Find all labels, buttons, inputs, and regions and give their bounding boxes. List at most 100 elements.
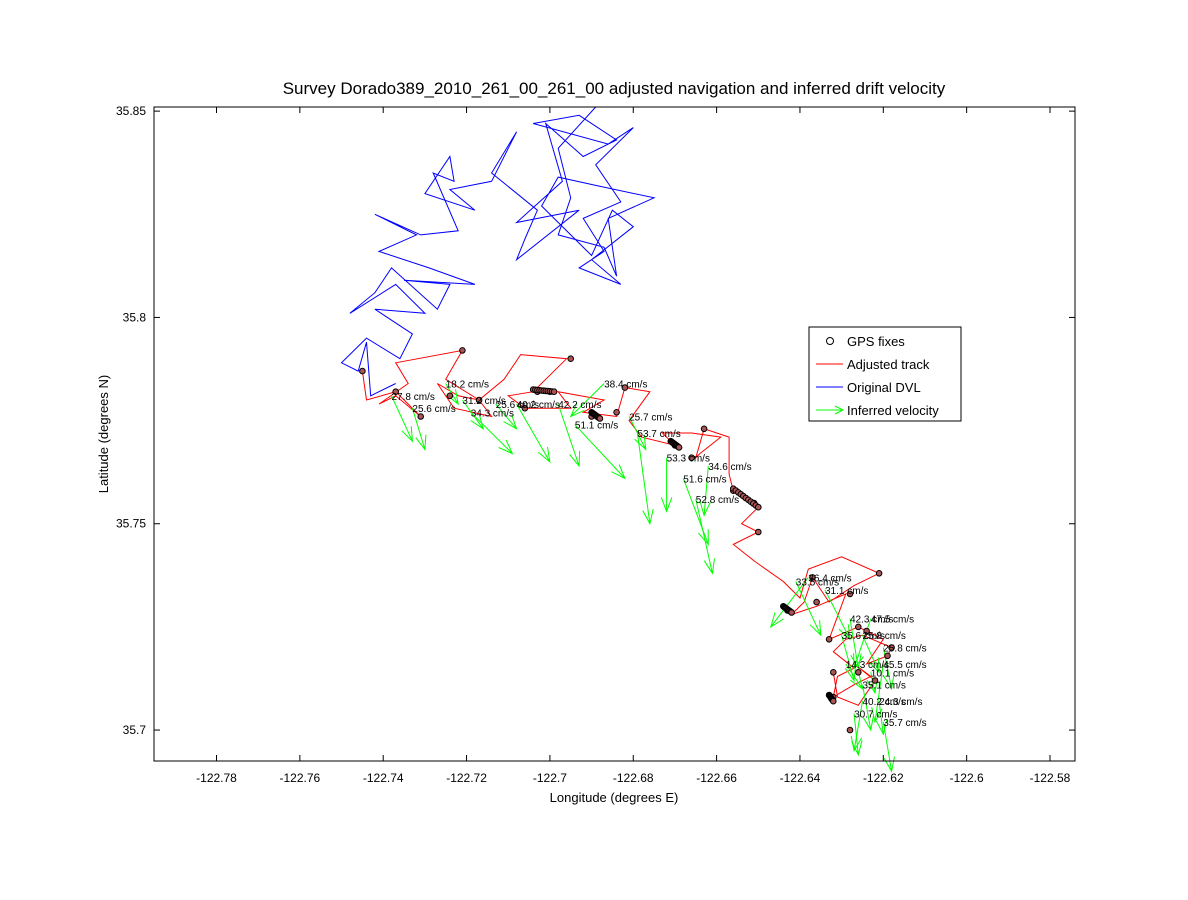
velocity-arrow	[795, 581, 822, 637]
x-tick-label: -122.64	[780, 771, 821, 785]
velocity-arrow	[699, 465, 711, 517]
series-layer	[340, 106, 893, 706]
gps-fix-marker	[875, 570, 883, 577]
velocity-arrow	[851, 713, 863, 757]
y-tick-label: 35.75	[116, 517, 146, 531]
velocity-label: 52.8 cm/s	[696, 495, 739, 506]
y-tick-label: 35.7	[123, 723, 147, 737]
velocity-arrow	[875, 701, 888, 736]
gps-fix-marker	[846, 726, 854, 734]
velocity-arrow	[850, 701, 863, 753]
x-tick-label: -122.74	[363, 771, 404, 785]
velocity-arrow	[660, 457, 673, 513]
plot-area: 27.8 cm/s25.6 cm/s18.2 cm/s31.2 cm/s34.3…	[116, 104, 1076, 785]
velocity-arrow	[862, 634, 880, 674]
x-tick-label: -122.72	[446, 771, 487, 785]
gps-fix-marker	[700, 425, 708, 433]
velocity-label: 51.6 cm/s	[683, 474, 726, 485]
velocity-label: 53.7 cm/s	[637, 429, 680, 440]
velocity-arrow	[569, 383, 605, 418]
velocity-label: 35.6 cm/s	[842, 631, 885, 642]
gps-fix-marker	[755, 503, 762, 511]
velocity-label: 25.6 cm/s	[412, 404, 455, 415]
gps-fix-marker	[417, 413, 425, 420]
original-dvl-line	[340, 106, 656, 397]
gps-fix-marker	[550, 388, 558, 396]
legend-velocity-label: Inferred velocity	[847, 403, 939, 418]
velocity-label: 25.8 cm/s	[863, 631, 906, 642]
x-tick-label: -122.68	[613, 771, 654, 785]
x-axis-label: Longitude (degrees E)	[550, 790, 679, 805]
x-tick-label: -122.78	[196, 771, 237, 785]
gps-fix-marker	[830, 669, 837, 676]
gps-fix-marker	[855, 623, 862, 631]
gps-fix-marker	[359, 367, 366, 375]
y-axis-label: Latitude (degrees N)	[96, 375, 111, 494]
velocity-arrow	[853, 618, 872, 670]
velocity-label: 35.1 cm/s	[863, 681, 906, 692]
velocity-arrow	[871, 663, 884, 724]
gps-fix-marker	[392, 388, 400, 396]
gps-fix-marker	[475, 396, 483, 404]
velocity-label: 14.3 cm/s	[846, 660, 889, 671]
velocity-label: 31.2 cm/s	[462, 396, 505, 407]
velocity-label: 42.2 cm/s	[558, 400, 601, 411]
velocity-label: 51.1 cm/s	[575, 421, 618, 432]
legend: GPS fixes Adjusted track Original DVL In…	[808, 326, 962, 422]
velocity-label: 25.7 cm/s	[629, 413, 672, 424]
velocity-arrow	[557, 403, 581, 468]
velocity-arrow	[682, 478, 709, 546]
velocity-label: 42.3 cm/s	[850, 615, 893, 626]
gps-fix-marker	[521, 404, 529, 412]
gps-fix-marker	[675, 444, 683, 451]
gps-fix-marker	[884, 652, 891, 660]
gps-fix-marker	[596, 415, 604, 422]
ticks-layer: -122.78 -122.76 -122.74 -122.72 -122.7 -122.6…	[116, 104, 1075, 785]
velocity-arrow	[574, 424, 626, 480]
velocity-label: 24.3 cm/s	[879, 697, 922, 708]
legend-adjusted-label: Adjusted track	[847, 357, 930, 372]
velocity-arrow	[391, 395, 413, 443]
gps-fix-marker	[825, 636, 833, 643]
x-tick-label: -122.58	[1030, 771, 1071, 785]
velocity-labels-layer: 27.8 cm/s25.6 cm/s18.2 cm/s31.2 cm/s34.3…	[392, 380, 927, 729]
x-tick-label: -122.76	[280, 771, 321, 785]
chart-title: Survey Dorado389_2010_261_00_261_00 adju…	[283, 79, 946, 98]
y-tick-label: 35.8	[123, 310, 147, 324]
gps-fix-marker	[688, 454, 695, 462]
velocity-arrow	[636, 432, 654, 526]
gps-fix-marker	[755, 528, 762, 536]
legend-dvl-label: Original DVL	[847, 380, 921, 395]
velocity-label: 25.6 cm/s	[496, 400, 539, 411]
velocity-label: 38.4 cm/s	[604, 380, 647, 391]
velocity-label: 53.3 cm/s	[667, 454, 710, 465]
gps-fix-marker	[855, 669, 862, 676]
gps-fix-marker	[830, 697, 837, 705]
gps-fix-marker	[788, 609, 795, 616]
velocity-arrow	[516, 403, 551, 464]
velocity-label: 10.1 cm/s	[871, 668, 914, 679]
velocity-label: 40.2 cm/s	[863, 697, 906, 708]
x-tick-label: -122.7	[533, 771, 567, 785]
adjusted-track-line	[361, 349, 893, 706]
velocity-arrow	[862, 684, 874, 732]
velocity-label: 18.2 cm/s	[446, 380, 489, 391]
legend-velocity-arrowhead	[834, 405, 845, 415]
y-tick-label: 35.85	[116, 104, 146, 118]
velocity-label: 31.1 cm/s	[825, 586, 868, 597]
gps-fix-marker	[809, 574, 816, 581]
velocity-label: 36.4 cm/s	[808, 573, 851, 584]
gps-fix-marker	[621, 384, 629, 391]
gps-fix-marker	[846, 590, 854, 598]
velocity-arrow	[769, 577, 809, 629]
velocity-arrow	[411, 408, 427, 451]
x-tick-label: -122.62	[863, 771, 904, 785]
velocity-label: 45.5 cm/s	[883, 660, 926, 671]
legend-gps-marker	[826, 337, 834, 345]
legend-gps-label: GPS fixes	[847, 334, 905, 349]
velocity-label: 25.8 cm/s	[883, 644, 926, 655]
legend-box	[808, 326, 962, 422]
velocity-label: 35.7 cm/s	[883, 718, 926, 729]
velocity-label: 34.6 cm/s	[708, 462, 751, 473]
velocity-label: 27.8 cm/s	[392, 392, 435, 403]
